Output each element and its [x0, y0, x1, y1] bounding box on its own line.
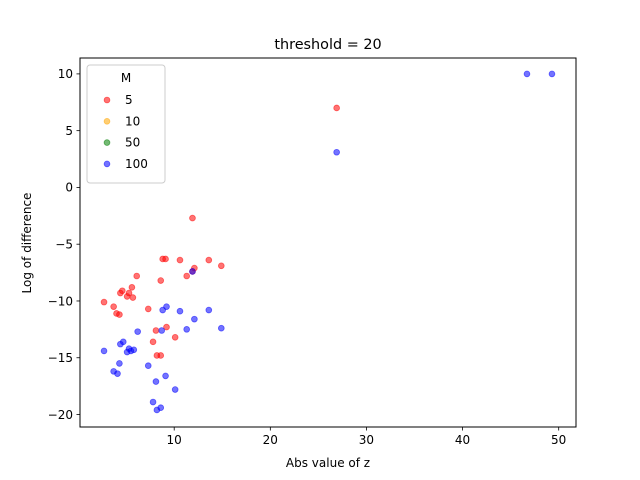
- y-tick-label--10: −10: [48, 294, 73, 308]
- point-series-100-13: [152, 378, 160, 385]
- point-series-100-19: [163, 303, 170, 310]
- point-series-5-12: [149, 338, 157, 346]
- point-series-5-27: [218, 262, 225, 270]
- legend-title: M: [121, 71, 131, 85]
- y-tick-label--20: −20: [48, 408, 73, 422]
- point-series-100-2: [114, 370, 121, 377]
- point-series-100-27: [333, 148, 340, 156]
- point-series-100-3: [116, 360, 123, 367]
- point-series-5-15: [157, 352, 165, 359]
- point-series-5-19: [163, 323, 170, 331]
- point-series-5-5: [118, 287, 126, 295]
- point-series-5-26: [205, 256, 213, 264]
- point-series-100-25: [205, 306, 213, 314]
- y-tick-label-5: 5: [65, 124, 73, 138]
- point-series-100-12: [149, 398, 157, 406]
- legend-label-50: 50: [125, 136, 140, 150]
- legend: M 5 10 50 100: [86, 64, 166, 184]
- point-series-5-24: [189, 214, 196, 222]
- y-tick-label--15: −15: [48, 351, 73, 365]
- point-series-5-7: [125, 289, 133, 297]
- point-series-100-29: [548, 70, 556, 78]
- point-series-5-3: [116, 311, 123, 318]
- point-series-100-0: [100, 347, 108, 355]
- legend-label-5: 5: [125, 93, 133, 107]
- point-series-100-10: [134, 328, 141, 335]
- point-series-5-16: [157, 277, 165, 284]
- point-series-100-26: [218, 324, 225, 332]
- chart-title: threshold = 20: [274, 37, 381, 53]
- point-series-5-10: [133, 272, 141, 280]
- axes-layer: 10 20 30 40 50 −20 −15 −10 −5 0 5 10: [48, 57, 577, 447]
- point-series-5-9: [129, 294, 137, 301]
- y-tick-label-0: 0: [65, 181, 73, 195]
- point-series-5-20: [171, 333, 179, 341]
- x-tick-label-20: 20: [263, 433, 278, 447]
- x-tick-label-30: 30: [359, 433, 374, 447]
- point-series-100-23: [189, 268, 196, 275]
- point-series-100-16: [158, 327, 166, 334]
- point-series-100-21: [176, 307, 184, 315]
- x-tick-label-10: 10: [167, 433, 182, 447]
- legend-box: [86, 64, 166, 184]
- x-tick-label-40: 40: [455, 433, 470, 447]
- y-axis-title: Log of difference: [20, 193, 34, 294]
- legend-marker-10: [103, 118, 111, 125]
- point-series-5-18: [162, 255, 169, 263]
- point-series-100-9: [130, 346, 138, 354]
- point-series-5-0: [100, 298, 108, 306]
- x-axis-title: Abs value of z: [286, 456, 370, 470]
- legend-marker-50: [103, 139, 111, 146]
- y-tick-label-10: 10: [58, 67, 73, 81]
- legend-marker-100: [103, 160, 111, 168]
- point-series-100-28: [523, 70, 531, 78]
- point-series-5-8: [128, 284, 136, 291]
- y-tick-label--5: −5: [55, 238, 73, 252]
- legend-label-100: 100: [125, 157, 148, 171]
- point-series-100-5: [119, 338, 127, 346]
- point-series-5-22: [183, 272, 191, 280]
- point-series-100-20: [171, 386, 179, 393]
- point-series-5-28: [333, 104, 340, 112]
- points-layer: [100, 70, 556, 414]
- point-series-5-13: [152, 327, 160, 334]
- point-series-100-24: [191, 315, 198, 323]
- point-series-100-18: [162, 372, 169, 380]
- legend-marker-5: [103, 96, 111, 104]
- point-series-100-15: [157, 404, 165, 412]
- plot-frame: [79, 57, 577, 428]
- point-series-100-11: [144, 362, 152, 369]
- point-series-5-11: [144, 305, 152, 313]
- point-series-100-22: [183, 326, 191, 333]
- point-series-5-21: [176, 256, 184, 264]
- x-tick-label-50: 50: [551, 433, 566, 447]
- legend-label-10: 10: [125, 114, 140, 128]
- point-series-5-1: [110, 303, 117, 310]
